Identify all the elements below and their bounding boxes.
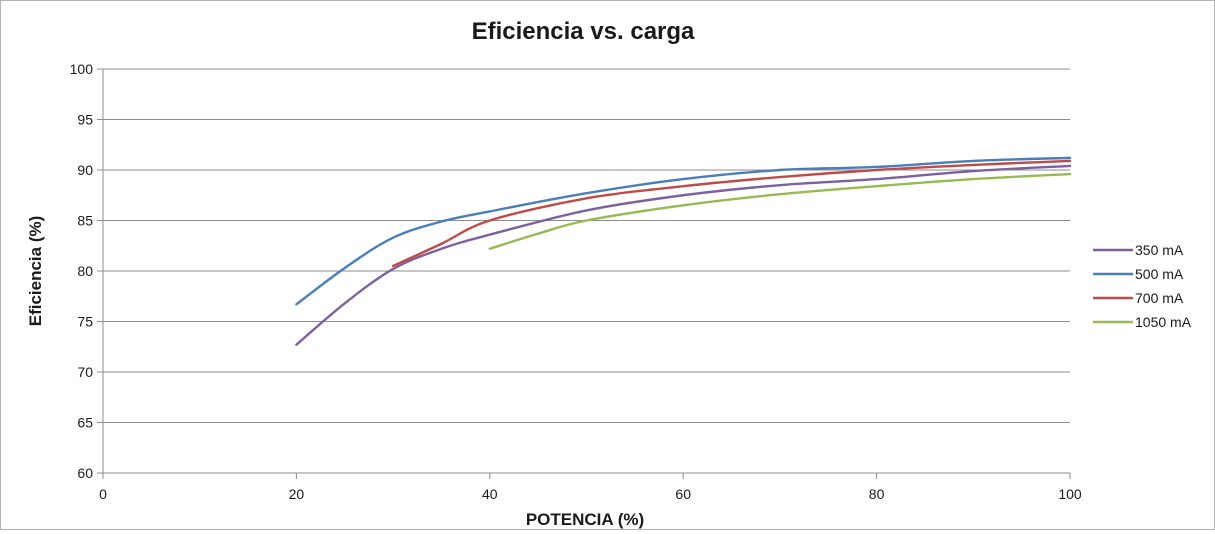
legend-label-700-ma: 700 mA: [1135, 290, 1184, 306]
x-tick-label: 60: [675, 486, 691, 502]
x-tick-label: 20: [289, 486, 305, 502]
y-tick-label: 70: [77, 364, 93, 380]
x-axis-title: POTENCIA (%): [526, 510, 644, 529]
grid-layer: [103, 68, 1070, 474]
x-tick-label: 40: [482, 486, 498, 502]
y-axis-title: Eficiencia (%): [26, 216, 45, 327]
series-line-1050-ma: [488, 172, 1072, 250]
x-tick-label: 80: [869, 486, 885, 502]
series-line-350-ma: [295, 164, 1072, 346]
y-tick-label: 85: [77, 213, 93, 229]
y-tick-label: 100: [70, 61, 94, 77]
legend: 350 mA 500 mA 700 mA 1050 mA: [1093, 242, 1192, 330]
legend-label-500-ma: 500 mA: [1135, 266, 1184, 282]
legend-label-1050-ma: 1050 mA: [1135, 314, 1192, 330]
x-tick-label: 0: [99, 486, 107, 502]
series-line-700-ma: [391, 159, 1072, 268]
y-tick-label: 75: [77, 314, 93, 330]
series-layer: [295, 156, 1072, 346]
series-line-500-ma: [295, 156, 1072, 306]
y-tick-label: 65: [77, 415, 93, 431]
x-tick-label: 100: [1058, 486, 1082, 502]
y-tick-label: 60: [77, 465, 93, 481]
y-tick-label: 95: [77, 112, 93, 128]
chart-title: Eficiencia vs. carga: [472, 18, 695, 45]
y-tick-label: 90: [77, 162, 93, 178]
y-tick-label: 80: [77, 263, 93, 279]
axis-layer: 60 65 70 75 80 85 90 95 100 0 20 40 60 80 100: [70, 61, 1082, 502]
legend-label-350-ma: 350 mA: [1135, 242, 1184, 258]
